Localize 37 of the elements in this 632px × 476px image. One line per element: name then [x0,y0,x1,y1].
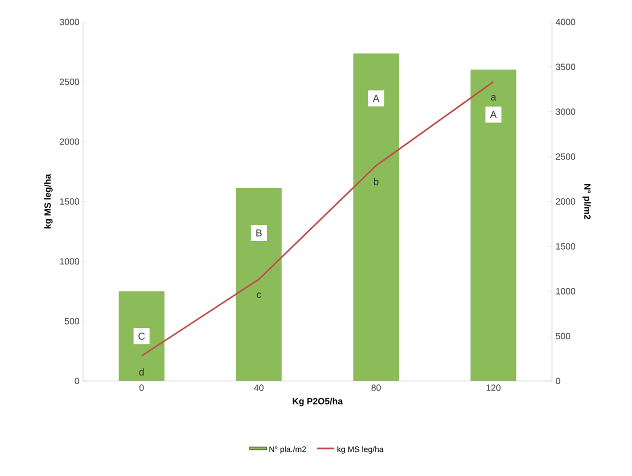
y2-tick-label: 4000 [556,18,576,26]
annotation: a [491,95,496,101]
y2-tick-label: 0 [556,378,560,384]
y-tick-label: 1500 [60,198,80,205]
y-tick-label: 2500 [60,78,80,86]
annotation: A [372,94,380,102]
annotation: C [138,332,145,340]
y-tick-label: 2000 [60,138,80,145]
annotation: b [374,178,378,186]
x-axis-title: Kg P2O5/ha [292,398,343,406]
y2-axis-title: N° pl/m2 [582,184,591,220]
y2-tick-label: 3500 [556,64,576,70]
annotation: A [490,111,497,118]
x-tick-label: 80 [372,384,381,391]
bar [353,53,399,381]
y2-tick-label: 500 [556,332,570,340]
y-tick-label: 500 [64,318,80,324]
x-tick-label: 120 [486,384,501,391]
bar [118,291,164,381]
y2-tick-label: 1000 [556,288,576,294]
y-tick-label: 1000 [60,258,80,265]
y-tick-label: 3000 [60,18,80,26]
annotation: d [139,368,144,376]
y-tick-label: 0 [74,378,80,384]
x-tick-label: 40 [254,384,264,391]
y2-tick-label: 2000 [556,198,576,205]
annotation: B [256,230,262,236]
y-axis-title: kg MS leg/ha [44,174,53,228]
bar [470,70,516,381]
legend-label: kg MS leg/ha [337,446,384,454]
legend-label: N° pla./m2 [270,446,306,454]
x-tick-label: 0 [139,384,144,391]
bar [236,188,282,381]
y2-tick-label: 2500 [556,153,576,160]
y2-tick-label: 1500 [556,243,576,250]
y2-tick-label: 3000 [556,108,576,115]
annotation: c [256,292,262,298]
